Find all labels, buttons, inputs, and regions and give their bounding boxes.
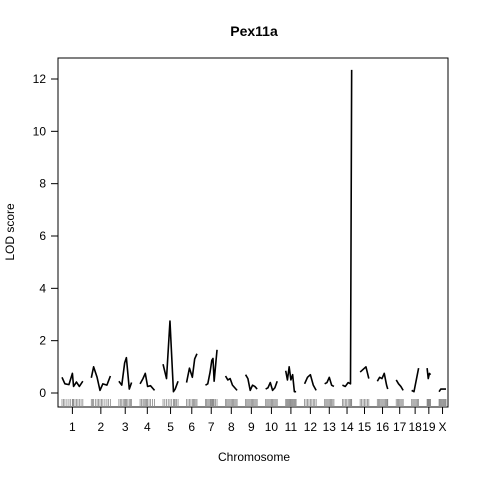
plot-frame xyxy=(57,57,449,408)
lod-curve-chr-X xyxy=(438,388,446,393)
lod-curve-chr-12 xyxy=(303,373,317,391)
lod-curve-chr-5 xyxy=(162,320,179,393)
lod-curve-chr-17 xyxy=(395,379,404,391)
x-tick-label: 16 xyxy=(376,420,390,434)
x-tick-label: 9 xyxy=(248,420,255,434)
y-tick-label: 4 xyxy=(39,281,46,295)
x-tick-label: 13 xyxy=(323,420,337,434)
lod-curve-chr-9 xyxy=(244,374,258,392)
x-axis: 1 2 3 4 5 6 7 8 9 10 11 12 13 14 15 16 17 18 19 X xyxy=(69,407,447,434)
lod-curve-chr-19 xyxy=(426,368,432,380)
lod-curve-chr-3 xyxy=(118,356,133,390)
lod-curve-chr-10 xyxy=(265,380,278,392)
y-tick-label: 12 xyxy=(33,72,47,86)
y-tick-label: 10 xyxy=(33,124,47,138)
y-tick-label: 8 xyxy=(39,177,46,191)
x-axis-label: Chromosome xyxy=(218,450,290,464)
marker-rug xyxy=(61,399,447,407)
x-tick-label: 14 xyxy=(340,420,354,434)
x-tick-label: 12 xyxy=(304,420,318,434)
x-tick-label: 15 xyxy=(358,420,372,434)
x-tick-label: 8 xyxy=(228,420,235,434)
lod-series xyxy=(61,69,446,393)
lod-curve-chr-15 xyxy=(359,366,370,379)
x-tick-label: 1 xyxy=(69,420,76,434)
lod-curve-chr-18 xyxy=(411,367,420,393)
lod-curve-chr-7 xyxy=(205,349,218,386)
x-tick-label: X xyxy=(439,420,447,434)
y-tick-label: 6 xyxy=(39,229,46,243)
lod-curve-chr-1 xyxy=(61,372,84,388)
lod-curve-chr-4 xyxy=(139,372,156,391)
lod-curve-chr-16 xyxy=(376,372,389,390)
lod-curve-chr-11 xyxy=(284,366,297,393)
lod-curve-chr-2 xyxy=(90,366,112,392)
x-tick-label: 19 xyxy=(422,420,436,434)
x-tick-label: 2 xyxy=(97,420,104,434)
x-tick-label: 4 xyxy=(144,420,151,434)
chart-title: Pex11a xyxy=(230,23,278,39)
y-axis-label: LOD score xyxy=(3,203,17,261)
x-tick-label: 10 xyxy=(265,420,279,434)
y-tick-label: 2 xyxy=(39,334,46,348)
y-axis: 0 2 4 6 8 10 12 xyxy=(33,72,58,400)
lod-curve-chr-13 xyxy=(324,376,335,388)
lod-curve-chr-14 xyxy=(342,69,353,388)
x-tick-label: 11 xyxy=(285,420,298,434)
x-tick-label: 6 xyxy=(188,420,195,434)
x-tick-label: 7 xyxy=(208,420,215,434)
x-tick-label: 17 xyxy=(393,420,407,434)
x-tick-label: 18 xyxy=(408,420,422,434)
x-tick-label: 3 xyxy=(122,420,129,434)
y-tick-label: 0 xyxy=(39,386,46,400)
lod-curve-chr-8 xyxy=(224,375,238,391)
lod-curve-chr-6 xyxy=(185,353,198,383)
x-tick-label: 5 xyxy=(167,420,174,434)
